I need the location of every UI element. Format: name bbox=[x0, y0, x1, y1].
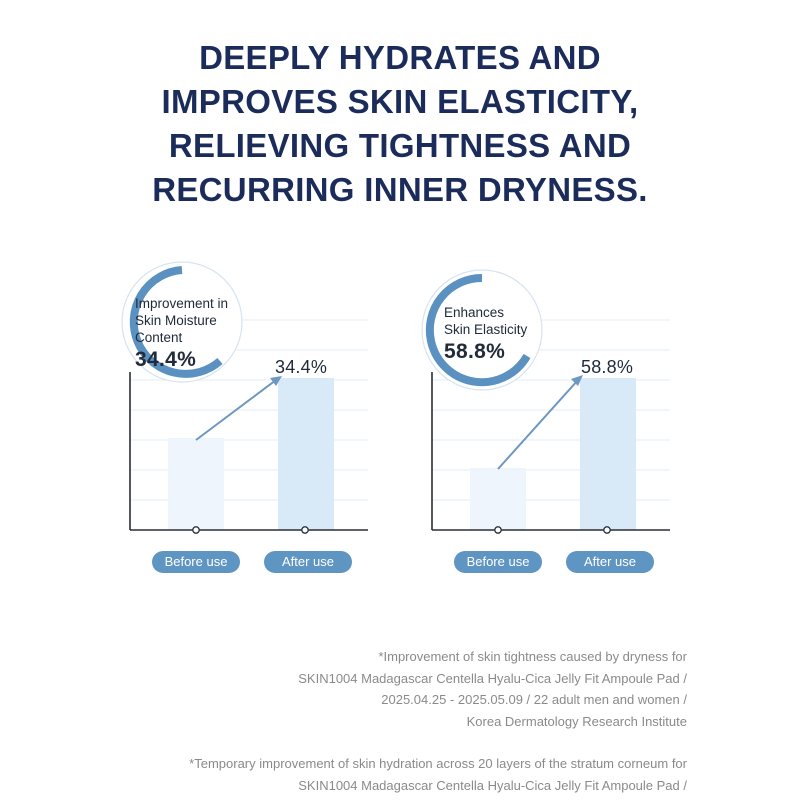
footnote-line: *Temporary improvement of skin hydration… bbox=[189, 756, 687, 771]
footnote-line: 2025.04.25 - 2025.05.09 / 22 adult men a… bbox=[381, 692, 687, 707]
stat-value: 58.8% bbox=[444, 340, 506, 363]
footnote-line: *Improvement of skin tightness caused by… bbox=[378, 649, 687, 664]
after-value-label: 34.4% bbox=[275, 357, 328, 377]
headline-line: DEEPLY HYDRATES AND bbox=[199, 39, 601, 76]
stat-label-line: Content bbox=[135, 330, 183, 345]
stat-label-line: Enhances bbox=[444, 305, 505, 320]
moisture-chart-graphic bbox=[121, 261, 368, 534]
footnote-line: Korea Dermatology Research Institute bbox=[466, 713, 687, 729]
trend-arrow-head bbox=[571, 375, 583, 386]
before-bar bbox=[470, 468, 526, 530]
after-value-label: 58.8% bbox=[581, 357, 634, 377]
headline-line: RELIEVING TIGHTNESS AND bbox=[168, 127, 632, 164]
headline-line: IMPROVES SKIN ELASTICITY, bbox=[161, 83, 639, 120]
headline-line: RECURRING INNER DRYNESS. bbox=[152, 171, 648, 208]
before-tick bbox=[192, 526, 200, 534]
stat-ring-arc bbox=[425, 273, 531, 387]
elasticity-chart: Enhances Skin Elasticity 58.8% 58.8% Bef… bbox=[420, 262, 680, 582]
trend-arrow-line bbox=[497, 379, 579, 470]
trend-arrow-head bbox=[270, 376, 282, 386]
moisture-chart: Improvement in Skin Moisture Content 34.… bbox=[118, 261, 378, 582]
stat-label-line: Improvement in bbox=[135, 296, 229, 311]
elasticity-chart-graphic bbox=[421, 269, 670, 534]
after-bar bbox=[580, 378, 636, 530]
elasticity-stat: Enhances Skin Elasticity 58.8% bbox=[444, 304, 527, 365]
trend-arrow-line bbox=[195, 379, 277, 441]
footnote-gap bbox=[189, 732, 687, 753]
after-tick bbox=[603, 526, 611, 534]
after-use-pill: After use bbox=[264, 551, 352, 573]
stat-label-line: Skin Moisture bbox=[135, 313, 217, 328]
stat-ring-arc bbox=[129, 266, 223, 378]
before-use-pill: Before use bbox=[152, 551, 240, 573]
footnote-line: SKIN1004 Madagascar Centella Hyalu-Cica … bbox=[298, 670, 687, 686]
stat-value: 34.4% bbox=[135, 348, 197, 371]
stat-ring-track bbox=[121, 261, 243, 383]
moisture-stat: Improvement in Skin Moisture Content 34.… bbox=[135, 295, 228, 373]
footnote-line: SKIN1004 Madagascar Centella Hyalu-Cica … bbox=[298, 777, 687, 793]
before-use-pill: Before use bbox=[454, 551, 542, 573]
stat-label-line: Skin Elasticity bbox=[444, 322, 528, 337]
before-bar bbox=[168, 438, 224, 530]
headline: DEEPLY HYDRATES AND IMPROVES SKIN ELASTI… bbox=[0, 36, 800, 212]
before-tick bbox=[494, 526, 502, 534]
after-tick bbox=[301, 526, 309, 534]
footnotes: *Improvement of skin tightness caused by… bbox=[189, 646, 687, 796]
after-bar bbox=[278, 378, 334, 530]
after-use-pill: After use bbox=[566, 551, 654, 573]
stat-ring-track bbox=[421, 269, 543, 391]
